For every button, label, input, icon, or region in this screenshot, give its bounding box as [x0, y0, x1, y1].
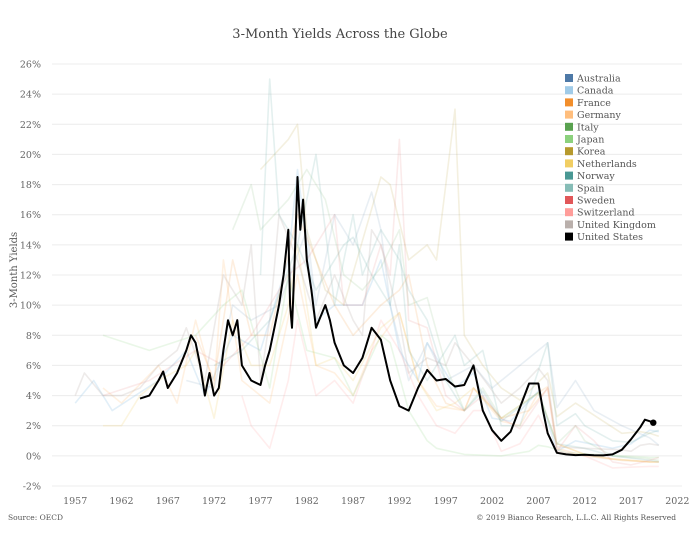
- legend-label: Italy: [577, 122, 599, 133]
- legend-label: Germany: [577, 110, 622, 121]
- y-axis-label: 3-Month Yields: [9, 232, 20, 308]
- legend-item: Sweden: [565, 196, 615, 207]
- y-tick-label: 16%: [20, 210, 41, 221]
- legend-swatch: [565, 232, 573, 241]
- legend-swatch: [565, 98, 573, 107]
- legend-item: France: [565, 98, 611, 109]
- legend-swatch: [565, 183, 573, 192]
- legend-swatch: [565, 147, 573, 156]
- x-tick-label: 1987: [341, 496, 365, 507]
- legend-label: Canada: [577, 86, 614, 97]
- y-tick-label: 0%: [26, 451, 41, 462]
- x-tick-label: 1962: [109, 496, 133, 507]
- legend-item: Germany: [565, 110, 622, 121]
- legend-item: Korea: [565, 147, 606, 158]
- grid: [52, 63, 682, 487]
- y-tick-label: 18%: [20, 180, 41, 191]
- legend-item: Switzerland: [565, 208, 635, 219]
- legend-label: Switzerland: [577, 208, 635, 219]
- legend-swatch: [565, 135, 573, 143]
- legend-swatch: [565, 196, 573, 204]
- legend-label: Netherlands: [577, 159, 637, 170]
- series-lines: [74, 78, 660, 469]
- series-end-marker: [650, 419, 657, 426]
- y-tick-label: -2%: [23, 482, 41, 493]
- legend-label: United Kingdom: [577, 220, 656, 231]
- legend-swatch: [565, 86, 573, 95]
- chart-title: 3-Month Yields Across the Globe: [232, 27, 448, 42]
- x-tick-label: 1972: [202, 496, 226, 507]
- legend-item: Italy: [565, 122, 599, 133]
- legend-swatch: [565, 74, 573, 82]
- x-tick-label: 1977: [248, 496, 272, 507]
- legend-label: United States: [577, 232, 643, 243]
- series-line-norway: [213, 236, 660, 444]
- legend-label: Spain: [577, 183, 604, 194]
- legend-item: United States: [565, 232, 643, 243]
- legend-item: Japan: [565, 135, 604, 146]
- series-line-korea: [259, 108, 660, 438]
- legend-item: Netherlands: [565, 159, 637, 170]
- series-line-netherlands: [103, 244, 659, 463]
- source-label: Source: OECD: [8, 513, 63, 522]
- x-tick-label: 1967: [156, 496, 180, 507]
- series-line-united-kingdom: [74, 213, 659, 453]
- x-tick-label: 1997: [434, 496, 458, 507]
- x-tick-label: 2007: [526, 496, 550, 507]
- legend-swatch: [565, 208, 573, 217]
- legend-label: Japan: [576, 135, 604, 146]
- y-tick-label: 6%: [26, 361, 41, 372]
- series-line-switzerland: [241, 319, 659, 469]
- y-tick-label: 22%: [20, 120, 41, 131]
- y-tick-label: 20%: [20, 150, 41, 161]
- series-line-italy: [231, 168, 659, 462]
- copyright-label: © 2019 Bianco Research, L.L.C. All Right…: [476, 513, 676, 522]
- series-line-spain: [259, 78, 659, 463]
- series-line-japan: [102, 274, 659, 459]
- y-tick-label: 26%: [20, 60, 41, 71]
- y-tick-label: 2%: [26, 421, 41, 432]
- legend-swatch: [565, 159, 573, 168]
- x-tick-label: 2012: [573, 496, 597, 507]
- legend-item: Australia: [565, 74, 621, 85]
- legend-item: Canada: [565, 86, 614, 97]
- y-tick-label: 12%: [20, 271, 41, 282]
- x-tick-label: 2022: [665, 496, 689, 507]
- legend-swatch: [565, 122, 573, 131]
- legend-label: Norway: [577, 171, 615, 182]
- x-tick-label: 2002: [480, 496, 504, 507]
- legend-swatch: [565, 220, 573, 229]
- series-line-germany: [102, 259, 659, 463]
- legend-item: Spain: [565, 183, 604, 194]
- legend-item: Norway: [565, 171, 615, 182]
- y-tick-label: 4%: [26, 391, 41, 402]
- y-tick-label: 10%: [20, 301, 41, 312]
- x-tick-label: 1957: [63, 496, 87, 507]
- series-line-france: [194, 213, 659, 463]
- x-tick-label: 2017: [619, 496, 643, 507]
- x-tick-label: 1992: [387, 496, 411, 507]
- y-tick-label: 8%: [26, 331, 41, 342]
- series-line-canada: [74, 168, 659, 453]
- legend-label: Sweden: [577, 196, 615, 207]
- legend-swatch: [565, 171, 573, 180]
- series-line-sweden: [102, 138, 660, 466]
- legend-label: Korea: [577, 147, 606, 158]
- x-tick-labels: 1957 1962 1967 1972 1977 1982 1987 1992 1997 2002…: [63, 496, 689, 507]
- legend-swatch: [565, 110, 573, 119]
- legend-label: Australia: [576, 74, 621, 85]
- y-tick-labels: -2% 0% 2% 4% 6% 8% 10% 12% 14% 16% 18% 20% 22% 24% 26%: [20, 60, 41, 493]
- y-tick-label: 24%: [20, 90, 41, 101]
- x-tick-label: 1982: [295, 496, 319, 507]
- y-tick-label: 14%: [20, 240, 41, 251]
- legend-label: France: [577, 98, 611, 109]
- series-line-united-states: [139, 176, 654, 457]
- legend-item: United Kingdom: [565, 220, 656, 231]
